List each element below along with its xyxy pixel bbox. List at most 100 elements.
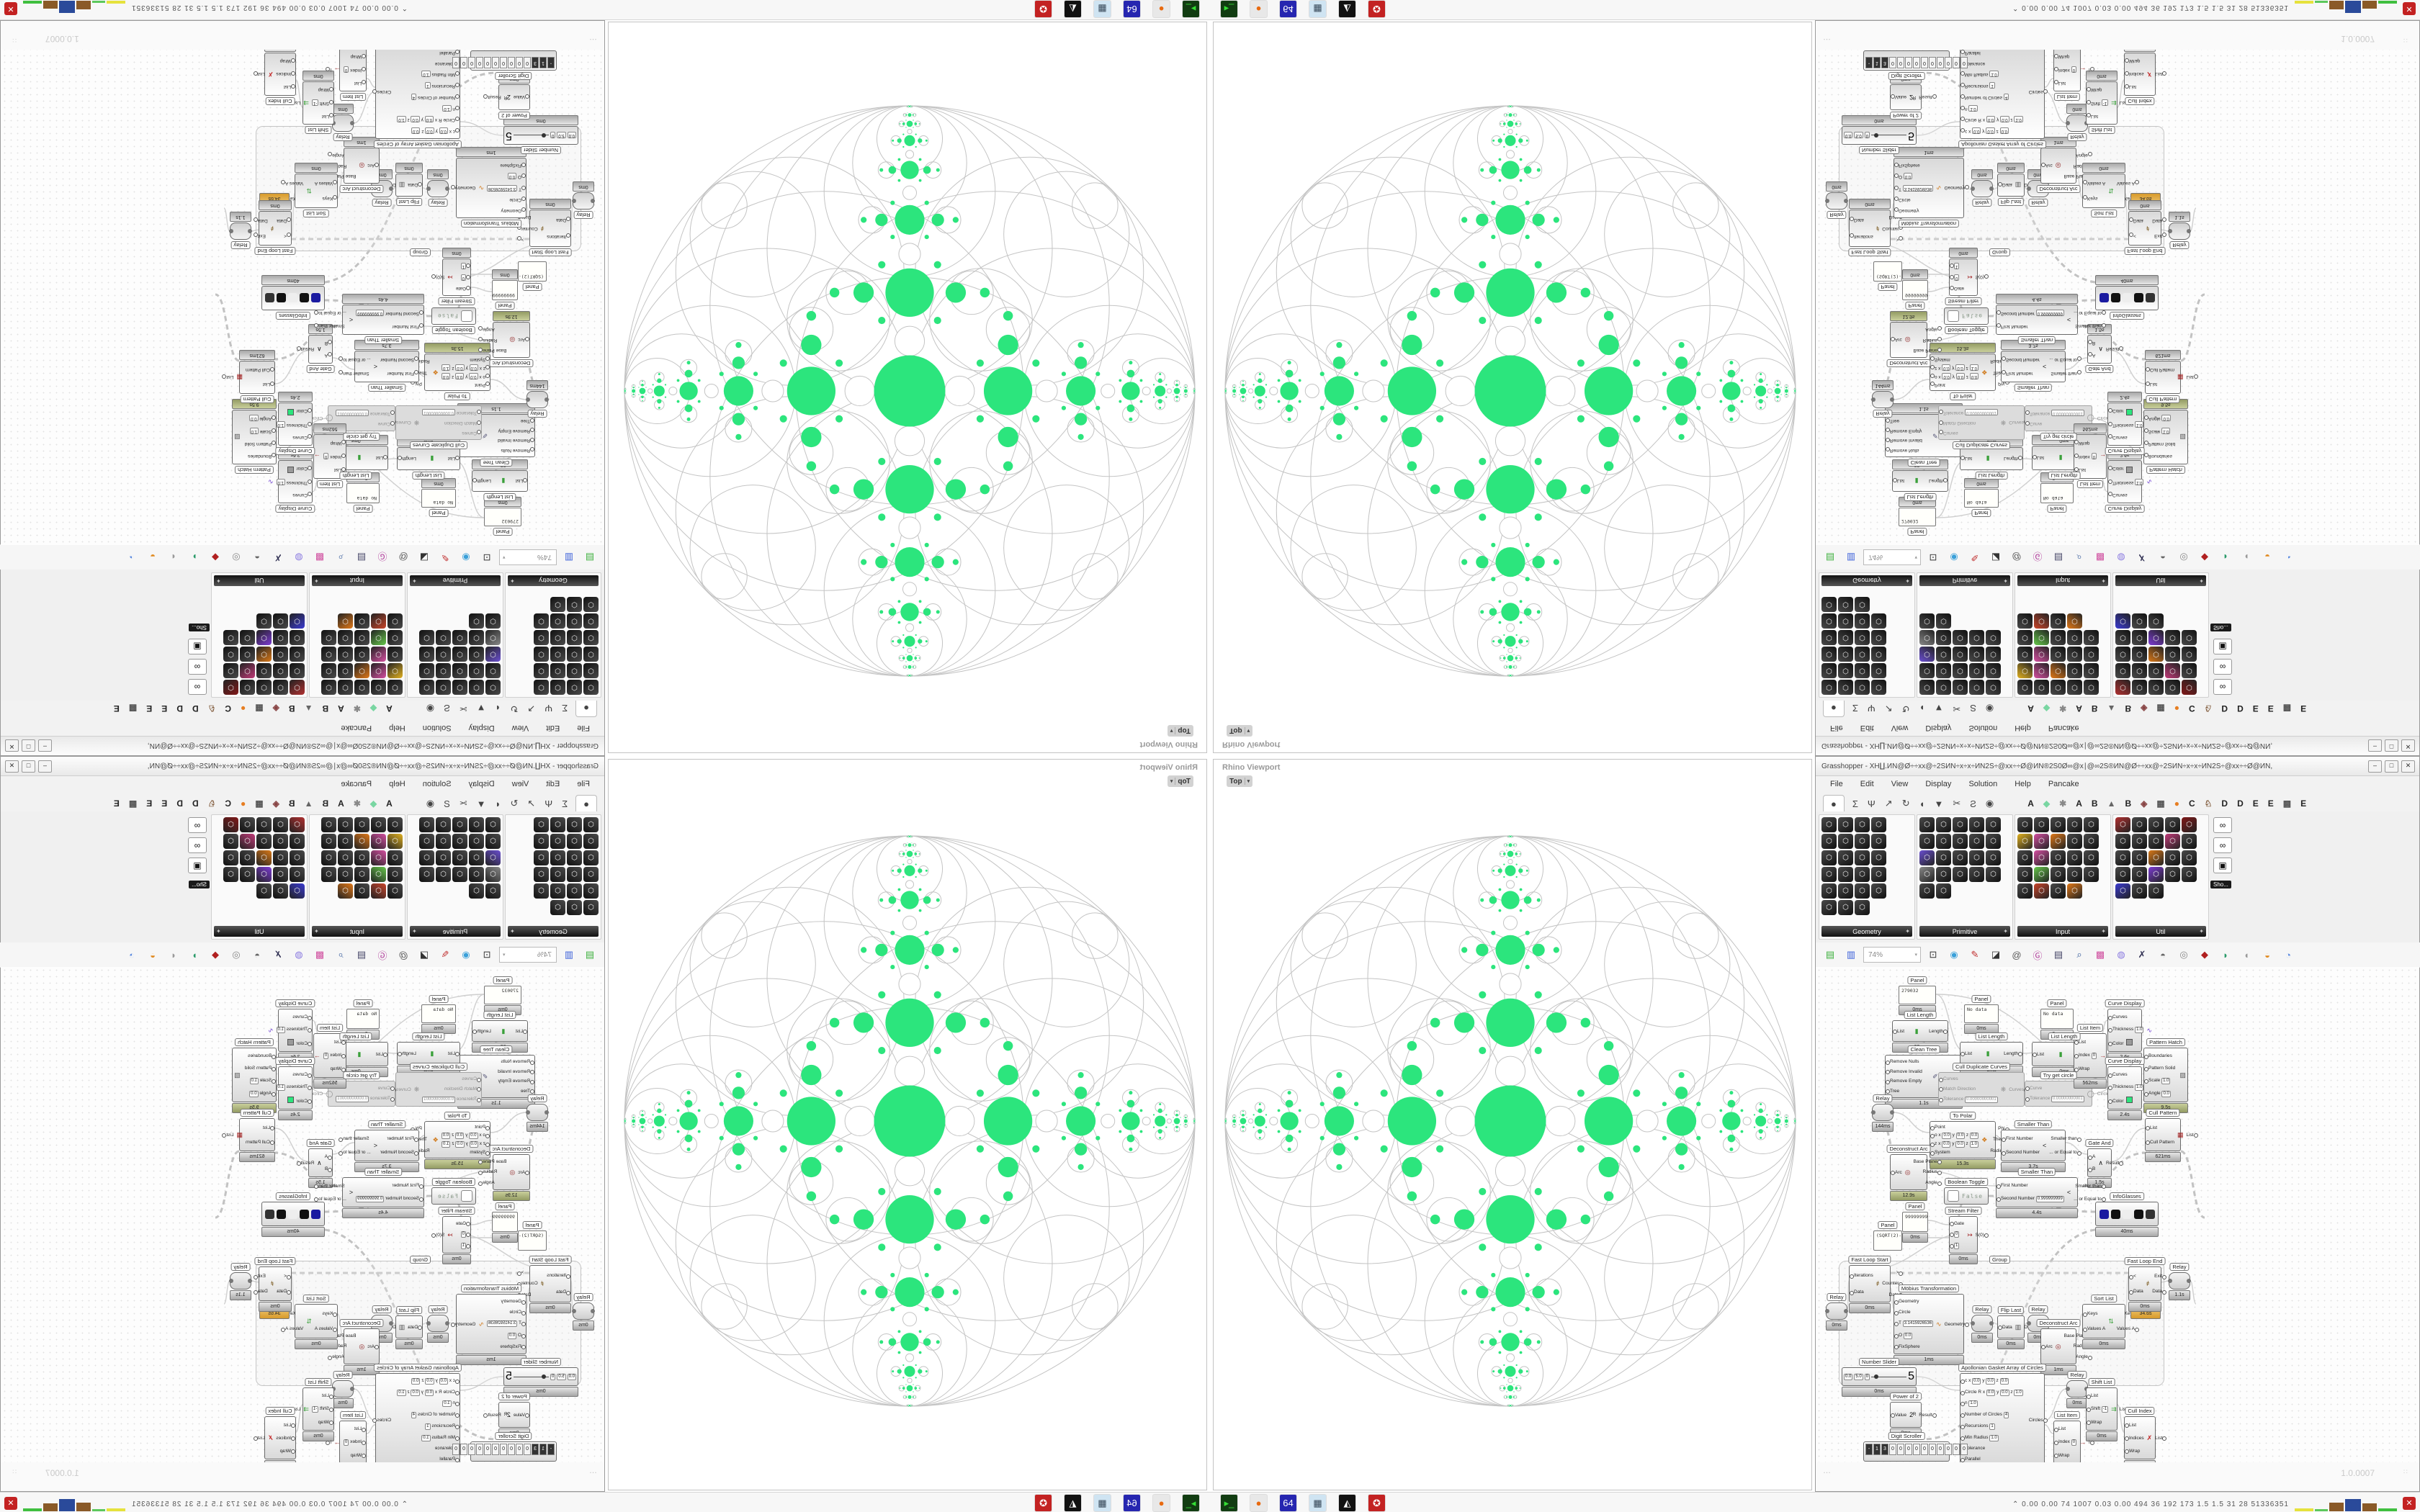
component-icon[interactable]: ⬡ (2165, 680, 2180, 695)
node-canvas[interactable]: Group Panel 279032 0ms List Length List ▮ Leng… (1816, 967, 2419, 1462)
input-port[interactable]: Parallel (394, 1456, 460, 1462)
digit-cell[interactable]: 0 (452, 1444, 460, 1455)
menu-item-file[interactable]: File (1830, 724, 1843, 732)
node-canvas[interactable]: Group Panel 279032 0ms List Length List ▮ Leng… (1, 50, 604, 545)
tab-addon-3[interactable]: A (2076, 703, 2082, 714)
node-digit-scroller[interactable]: Digit Scroller-1300000000000ms (452, 1432, 557, 1462)
menu-item-file[interactable]: File (1830, 780, 1843, 788)
input-port[interactable]: Tolerance (394, 1445, 460, 1452)
input-port[interactable]: Geometry (1894, 207, 1936, 214)
firefox-icon[interactable]: ● (1152, 0, 1170, 18)
output-port[interactable]: Geometry (1942, 1321, 1970, 1328)
digit-cell[interactable]: 0 (476, 57, 483, 68)
menu-item-view[interactable]: View (511, 724, 529, 732)
panel-label[interactable]: Util ✦ (214, 926, 305, 937)
input-port[interactable]: Tree (495, 418, 534, 424)
output-port[interactable]: ... or Equal to (2046, 1149, 2081, 1156)
component-icon[interactable]: ⬡ (2182, 850, 2197, 865)
component-icon[interactable]: ⬡ (1871, 680, 1886, 695)
input-port[interactable]: Wrap (321, 440, 346, 446)
component-icon[interactable]: ⬡ (338, 680, 353, 695)
input-port[interactable]: Tree (1886, 1088, 1925, 1094)
component-icon[interactable]: ⬡ (2051, 834, 2066, 849)
close-button[interactable]: ✕ (2401, 739, 2415, 752)
digit-cell[interactable]: 0 (524, 1444, 531, 1455)
tab-addon-11[interactable]: ♘ (2204, 798, 2213, 809)
zoom-extents-icon[interactable]: ⊡ (1929, 552, 1937, 563)
component-icon[interactable]: ⬡ (534, 630, 549, 645)
node-panel[interactable]: Panel 279032 0ms (484, 497, 521, 536)
node-relay[interactable]: Relay 0ms (2066, 104, 2088, 141)
panel-value[interactable]: No data (346, 483, 380, 503)
input-port[interactable]: Boundaries (242, 1053, 276, 1059)
node-body[interactable]: Boundaries Pattern Solid Scale 1.0 Angle … (232, 410, 277, 464)
component-icon[interactable]: ⬡ (2165, 867, 2180, 882)
input-port[interactable]: First Number (2002, 1135, 2043, 1142)
relay-body[interactable] (573, 1302, 594, 1320)
zoom-level-select[interactable]: 74% (1863, 549, 1921, 565)
node-sort-list[interactable]: Sort List Keys Values A ⇅ Keys Values A 0ms (2082, 163, 2135, 217)
input-port[interactable]: Scale 1.0 (2144, 1077, 2178, 1084)
input-port[interactable]: Circle (484, 197, 526, 203)
input-port[interactable]: Arc (515, 1169, 529, 1176)
input-port[interactable]: Curves (2108, 492, 2146, 498)
node-fast-loop-start[interactable]: Fast Loop Start Iterations Data ҂ > Counter… (521, 1256, 572, 1313)
tab-addon-10[interactable]: C (2188, 798, 2195, 809)
component-icon[interactable]: ⬡ (1838, 680, 1853, 695)
relay-body[interactable] (1871, 1104, 1894, 1121)
component-icon[interactable]: ⬡ (485, 613, 501, 629)
input-port[interactable]: Index 0 (2054, 66, 2079, 73)
component-icon[interactable]: ⬡ (1821, 613, 1837, 629)
node-cull-pattern[interactable]: Cull Pattern List Cull Pattern ▦ List 621ms (226, 1109, 275, 1162)
component-icon[interactable]: ⬡ (273, 647, 288, 662)
component-icon[interactable]: ⬡ (1969, 817, 1984, 832)
output-port[interactable]: Result (2103, 1160, 2124, 1166)
input-port[interactable]: Values A (2083, 180, 2108, 186)
component-icon[interactable]: ⬡ (567, 883, 582, 899)
node-relay[interactable]: Relay 144ms (1872, 380, 1894, 418)
output-port[interactable]: Geometry (1942, 185, 1970, 192)
node-relay[interactable]: Relay 144ms (1871, 1094, 1894, 1132)
component-icon[interactable]: ⬡ (371, 867, 386, 882)
node-body[interactable]: Boundaries Pattern Solid Scale 1.0 Angle … (232, 1048, 277, 1102)
viewport-projection-tab[interactable]: Top ▾ (1227, 725, 1253, 737)
component-icon[interactable]: ⬡ (321, 647, 336, 662)
gha-icon[interactable]: Ⓖ (2033, 950, 2043, 961)
input-port[interactable]: Second Number (2002, 356, 2043, 363)
tab-category-5[interactable]: ◖ (1919, 703, 1925, 714)
node-deconstruct-arc[interactable]: Deconstruct Arc Arc ◎ Base Plane Radius Angl… (2036, 1319, 2093, 1375)
input-port[interactable]: Boundaries (2144, 453, 2178, 459)
input-port[interactable]: List (273, 1422, 295, 1428)
output-port[interactable]: Length (2001, 456, 2022, 462)
input-port[interactable]: z x 0.0 y 0.0 z 1.0 (1930, 364, 1981, 372)
input-port[interactable]: Remove Invalid (1886, 1068, 1925, 1075)
node-body[interactable]: Curves Match Direction Tolerance 0.00000… (1938, 405, 2025, 440)
component-icon[interactable]: ⬡ (2017, 613, 2033, 629)
color-swatch[interactable] (2126, 1097, 2133, 1103)
tab-addon-4[interactable]: B (322, 798, 329, 809)
node-relay[interactable]: Relay 0ms (573, 181, 594, 219)
tab-addon-14[interactable]: E (2252, 703, 2259, 714)
input-port[interactable]: z x 0.0 y 0.0 z 1.0 (439, 364, 490, 372)
input-port[interactable]: System (1930, 356, 1981, 363)
component-icon[interactable]: ⬡ (240, 817, 255, 832)
input-port[interactable]: Remove Empty (1886, 1078, 1925, 1084)
input-port[interactable]: Wrap (2125, 1448, 2147, 1454)
output-port[interactable]: Smaller than (2046, 1135, 2081, 1142)
input-port[interactable]: z x 0.0 y 0.0 z 1.0 (439, 1140, 490, 1148)
tab-category-3[interactable]: ↗ (1884, 798, 1893, 809)
node-body[interactable]: List ▮Length (397, 447, 460, 470)
eye-icon[interactable]: ◉ (462, 552, 470, 563)
panel-value[interactable]: 279032 (1899, 508, 1936, 526)
input-port[interactable]: Thickness 1.0 (274, 479, 312, 486)
node-relay[interactable]: Relay 0ms (1825, 1293, 1848, 1331)
input-port[interactable]: First Number (377, 1135, 418, 1142)
resize-grip[interactable]: ∷ (12, 37, 17, 44)
tab-addon-4[interactable]: B (2091, 703, 2098, 714)
node-m-bius-transformation[interactable]: Möbius Transformation Geometry Circle T 3… (1894, 147, 1965, 228)
input-port[interactable]: Wrap (2074, 440, 2099, 446)
component-icon[interactable]: ⬡ (2067, 850, 2082, 865)
